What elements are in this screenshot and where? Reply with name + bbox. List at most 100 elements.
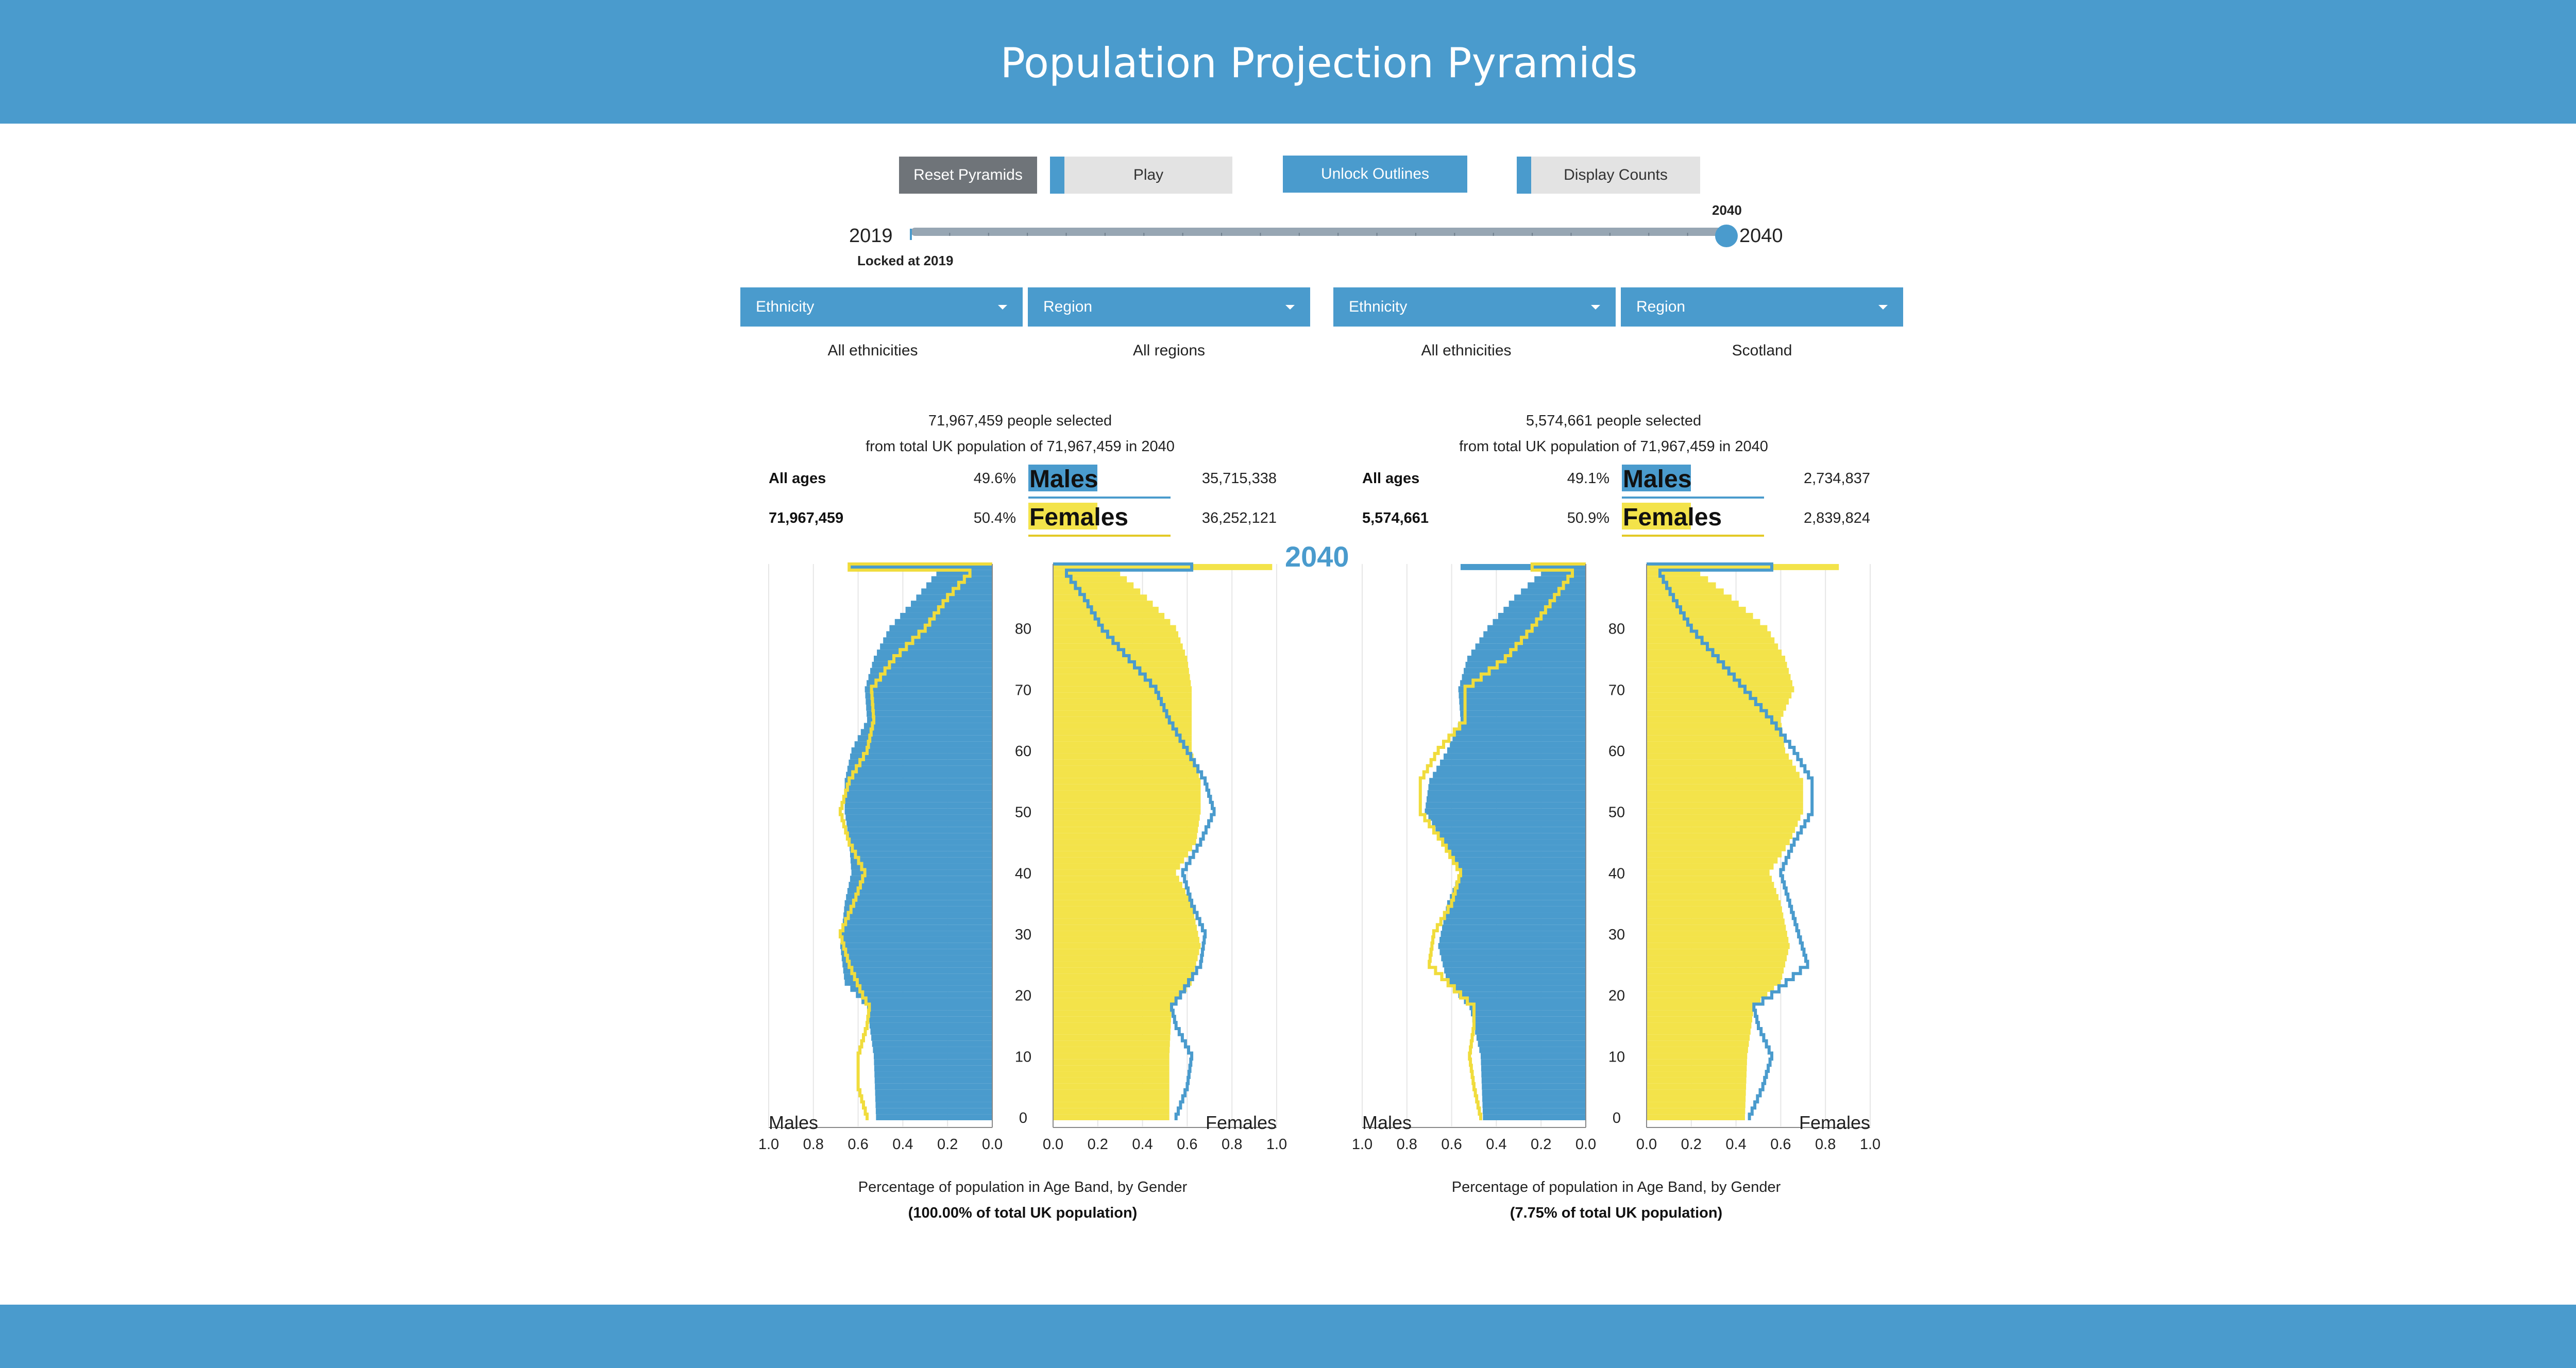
male-x-tick-label: 1.0	[758, 1136, 779, 1153]
female-bar	[1053, 931, 1198, 937]
female-outline-2019	[1053, 562, 1216, 1120]
female-bar	[1053, 906, 1193, 913]
male-bar	[869, 1022, 992, 1029]
male-bar	[1455, 729, 1586, 736]
female-x-tick-label: 0.4	[1725, 1136, 1746, 1153]
male-bar	[1487, 625, 1586, 631]
male-bar	[1479, 637, 1586, 644]
female-bar	[1647, 1096, 1746, 1102]
age-tick-label: 60	[1015, 743, 1031, 760]
male-bar	[1455, 882, 1586, 888]
male-bar	[1447, 747, 1586, 754]
age-tick-label: 10	[1015, 1049, 1031, 1065]
female-bar	[1647, 778, 1803, 784]
female-bar	[1647, 1034, 1750, 1041]
female-bar	[1053, 845, 1192, 851]
male-bar	[1481, 1065, 1586, 1072]
female-bar	[1053, 607, 1159, 613]
female-bar	[1647, 607, 1746, 613]
age-tick-label: 60	[1608, 743, 1625, 760]
male-bar	[1482, 1096, 1586, 1102]
male-bar	[844, 973, 992, 980]
female-bar	[1647, 576, 1708, 583]
female-bar	[1647, 1114, 1745, 1120]
male-bar	[1473, 1022, 1586, 1029]
female-bar	[1053, 661, 1189, 668]
female-bar	[1647, 839, 1790, 845]
male-bar	[850, 985, 992, 992]
total-count: 5,574,661	[1362, 510, 1429, 526]
male-bar	[842, 925, 992, 931]
ethnicity-dropdown-right[interactable]: Ethnicity	[1333, 287, 1616, 327]
female-bar	[1647, 564, 1839, 570]
female-bar	[1647, 1053, 1748, 1059]
male-bar	[846, 820, 992, 827]
female-bar	[1647, 772, 1800, 778]
male-x-tick-label: 0.6	[1441, 1136, 1462, 1153]
female-bar	[1053, 1065, 1170, 1072]
male-bar	[870, 668, 992, 674]
male-bar	[849, 759, 992, 766]
female-bar	[1053, 796, 1201, 802]
female-bar	[1053, 967, 1195, 974]
female-bar	[1647, 967, 1784, 974]
male-bar	[877, 649, 992, 656]
reset-pyramids-button[interactable]: Reset Pyramids	[899, 157, 1037, 194]
slider-value-label: 2040	[1712, 202, 1742, 218]
male-bar	[865, 686, 992, 693]
female-bar	[1647, 955, 1787, 962]
male-count: 35,715,338	[1202, 470, 1277, 487]
male-bar	[1439, 833, 1586, 840]
region-dropdown-right[interactable]: Region	[1621, 287, 1903, 327]
female-bar	[1647, 661, 1787, 668]
age-tick-label: 70	[1608, 682, 1625, 698]
female-bar	[1053, 943, 1201, 949]
from-total-text: from total UK population of 71,967,459 i…	[1459, 438, 1768, 455]
unlock-outlines-button[interactable]: Unlock Outlines	[1283, 156, 1467, 193]
male-bar	[1481, 1077, 1586, 1084]
male-bar	[1460, 564, 1586, 570]
female-bar	[1647, 869, 1770, 876]
female-bar	[1053, 936, 1199, 943]
male-bar	[846, 772, 992, 778]
female-bar	[1053, 594, 1147, 601]
female-bar	[1647, 594, 1732, 601]
male-bar	[1482, 1102, 1586, 1108]
female-bar	[1053, 601, 1153, 607]
female-bar	[1053, 814, 1200, 821]
female-bar	[1053, 876, 1179, 882]
male-bar	[873, 1053, 992, 1059]
female-bar	[1053, 863, 1180, 870]
female-bar	[1647, 845, 1786, 851]
female-bar	[1053, 900, 1192, 907]
display-counts-button[interactable]: Display Counts	[1517, 157, 1700, 194]
male-bar	[1458, 723, 1586, 729]
males-key-swatch	[1622, 465, 1691, 491]
female-bar	[1053, 1034, 1171, 1041]
slider-handle[interactable]	[1715, 225, 1738, 247]
play-button[interactable]: Play	[1050, 157, 1232, 194]
age-tick-label: 30	[1015, 927, 1031, 943]
female-bar	[1647, 931, 1787, 937]
age-tick-label: 80	[1015, 621, 1031, 638]
female-bar	[1647, 1040, 1749, 1047]
female-bar	[1647, 1089, 1746, 1096]
slider-min-label: 2019	[849, 225, 893, 247]
female-bar	[1647, 961, 1786, 968]
female-bar	[1053, 1028, 1171, 1035]
female-bar	[1053, 772, 1199, 778]
female-bar	[1053, 1077, 1170, 1084]
ethnicity-dropdown-left[interactable]: Ethnicity	[740, 287, 1023, 327]
female-bar	[1647, 949, 1788, 955]
female-bar	[1053, 631, 1179, 638]
females-key-label: Females	[1029, 504, 1128, 531]
male-bar	[1425, 808, 1586, 815]
year-slider[interactable]	[896, 216, 1741, 247]
male-bar	[875, 1108, 992, 1115]
female-bar	[1053, 912, 1195, 919]
region-dropdown-left[interactable]: Region	[1028, 287, 1310, 327]
male-bar	[1432, 820, 1586, 827]
female-bar	[1647, 936, 1789, 943]
male-bar	[841, 949, 992, 955]
male-bar	[872, 1040, 992, 1047]
